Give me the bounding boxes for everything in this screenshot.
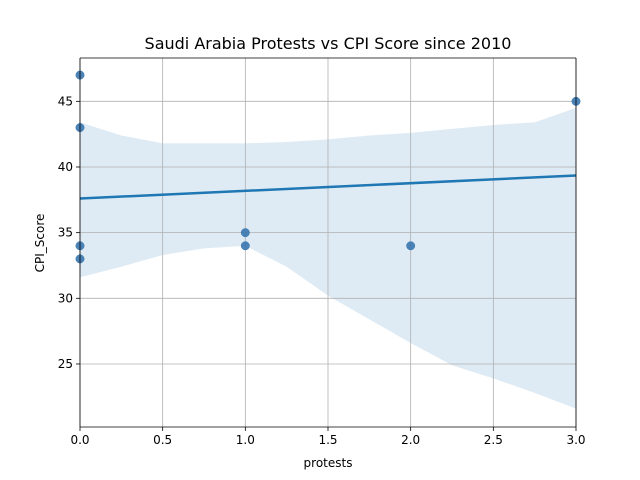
x-tick-label: 2.5 — [484, 433, 503, 447]
regression-line — [80, 174, 576, 200]
y-ticks: 25 30 35 40 45 — [58, 94, 80, 371]
x-tick-label: 2.0 — [401, 433, 420, 447]
y-tick-label: 25 — [58, 357, 73, 371]
x-axis-label: protests — [304, 456, 353, 470]
x-tick-label: 3.0 — [566, 433, 585, 447]
x-tick-label: 1.5 — [318, 433, 337, 447]
y-tick-label: 40 — [58, 160, 73, 174]
x-tick-label: 0.0 — [70, 433, 89, 447]
chart-title: Saudi Arabia Protests vs CPI Score since… — [145, 34, 512, 53]
y-axis-label: CPI_Score — [33, 214, 47, 273]
data-point — [406, 241, 416, 251]
x-tick-label: 1.0 — [236, 433, 255, 447]
plot-area: 0.0 0.5 1.0 1.5 2.0 2.5 3.0 25 30 35 40 45 — [58, 57, 586, 447]
data-point — [240, 241, 250, 251]
y-tick-label: 30 — [58, 291, 73, 305]
data-point — [240, 228, 250, 238]
y-tick-label: 45 — [58, 94, 73, 108]
x-ticks: 0.0 0.5 1.0 1.5 2.0 2.5 3.0 — [70, 427, 586, 447]
x-tick-label: 0.5 — [153, 433, 172, 447]
y-tick-label: 35 — [58, 226, 73, 240]
